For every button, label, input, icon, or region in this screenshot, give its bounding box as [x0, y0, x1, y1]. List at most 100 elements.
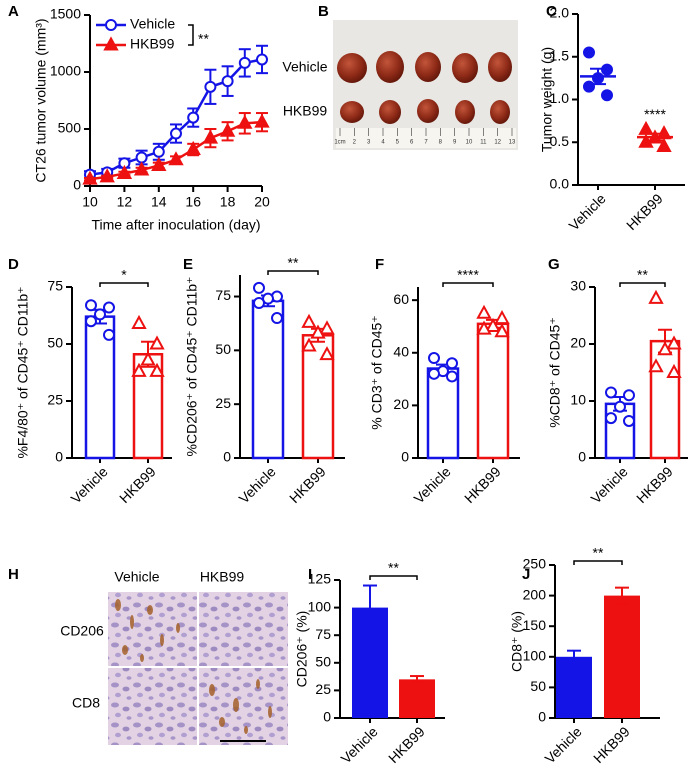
point: [204, 80, 217, 93]
row-label: CD8: [72, 695, 100, 711]
point: [657, 341, 673, 356]
x-tick-label: Vehicle: [235, 463, 278, 506]
x-tick-label: HKB99: [623, 190, 666, 233]
y-tick-label: 0: [223, 449, 231, 465]
y-axis-label: Tumor weight (g): [539, 47, 555, 152]
panel-letter: D: [8, 256, 19, 273]
panel-letter: I: [308, 566, 312, 583]
y-tick-label: 1000: [50, 63, 81, 79]
point: [638, 133, 654, 148]
y-tick-label: 20: [393, 396, 409, 412]
significance-bracket: [619, 282, 666, 287]
significance: *: [121, 267, 127, 283]
significance: ****: [644, 106, 666, 122]
y-tick-label: 75: [215, 287, 231, 303]
point: [485, 317, 501, 332]
point: [592, 72, 604, 85]
row-label: HKB99: [283, 103, 328, 119]
x-tick-label: Vehicle: [67, 463, 110, 506]
point: [301, 337, 317, 352]
x-tick-label: HKB99: [633, 463, 676, 506]
column-label: Vehicle: [114, 569, 159, 585]
point: [319, 320, 335, 335]
y-tick-label: 2.0: [550, 5, 570, 21]
significance: **: [388, 560, 399, 576]
panel-letter: G: [548, 256, 560, 273]
x-tick-label: Vehicle: [565, 190, 608, 233]
point: [149, 335, 165, 350]
point: [666, 363, 682, 378]
y-tick-label: 10: [570, 392, 586, 408]
y-tick-label: 100: [523, 648, 547, 664]
ruler-label: 9: [453, 140, 457, 146]
point: [237, 114, 253, 129]
point: [476, 320, 492, 335]
ruler-label: 6: [410, 140, 414, 146]
x-tick-label: Vehicle: [587, 463, 630, 506]
ruler-label: 8: [439, 140, 443, 146]
significance: **: [593, 545, 604, 561]
legend-marker: [103, 36, 119, 51]
point: [301, 313, 317, 328]
point: [140, 351, 156, 366]
point: [99, 168, 115, 183]
ruler: [336, 128, 516, 148]
y-tick-label: 0.0: [550, 176, 570, 192]
point: [94, 308, 106, 321]
ruler-label: 3: [367, 140, 371, 146]
bar: [604, 595, 640, 718]
point: [168, 151, 184, 166]
point: [256, 53, 268, 66]
y-tick-label: 75: [315, 626, 331, 642]
point: [85, 315, 97, 328]
point: [151, 156, 167, 171]
y-axis-label: % CD3⁺ of CD45⁺: [369, 315, 385, 429]
x-tick-label: Vehicle: [410, 463, 453, 506]
y-tick-label: 30: [570, 278, 586, 294]
x-tick-label: 10: [82, 194, 98, 210]
point: [601, 63, 613, 76]
panel-letter: C: [546, 3, 557, 20]
point: [170, 127, 182, 140]
legend-label: Vehicle: [130, 16, 175, 32]
y-tick-label: 0: [73, 177, 81, 193]
point: [656, 137, 672, 153]
point: [601, 89, 613, 102]
point: [219, 122, 236, 137]
point: [648, 358, 664, 373]
point: [476, 304, 492, 319]
bar: [556, 656, 592, 718]
y-tick-label: 25: [315, 681, 331, 697]
y-tick-label: 50: [47, 335, 63, 351]
ruler-label: 13: [509, 140, 516, 146]
y-tick-label: 1.5: [550, 47, 570, 63]
point: [446, 370, 458, 383]
y-tick-label: 0.5: [550, 133, 570, 149]
significance-bracket: [267, 270, 319, 275]
point: [152, 145, 165, 158]
point: [131, 314, 147, 329]
x-tick-label: 14: [151, 194, 167, 210]
x-tick-label: HKB99: [461, 463, 504, 506]
y-tick-label: 75: [47, 278, 63, 294]
y-tick-label: 0: [401, 449, 409, 465]
point: [446, 357, 458, 370]
point: [221, 75, 234, 88]
point: [319, 346, 335, 361]
y-tick-label: 40: [393, 343, 409, 359]
y-tick-label: 250: [523, 556, 547, 572]
legend-marker: [105, 19, 117, 31]
point: [583, 80, 595, 93]
significance: **: [198, 31, 209, 47]
point: [428, 367, 440, 380]
ruler-label: 12: [494, 140, 501, 146]
significance: **: [637, 267, 648, 283]
point: [253, 281, 265, 294]
ruler-label: 2: [353, 140, 357, 146]
point: [131, 362, 147, 377]
y-tick-label: 125: [308, 571, 332, 587]
tumors: [337, 51, 512, 124]
ruler-label: 7: [424, 140, 428, 146]
row-label: Vehicle: [282, 59, 327, 75]
